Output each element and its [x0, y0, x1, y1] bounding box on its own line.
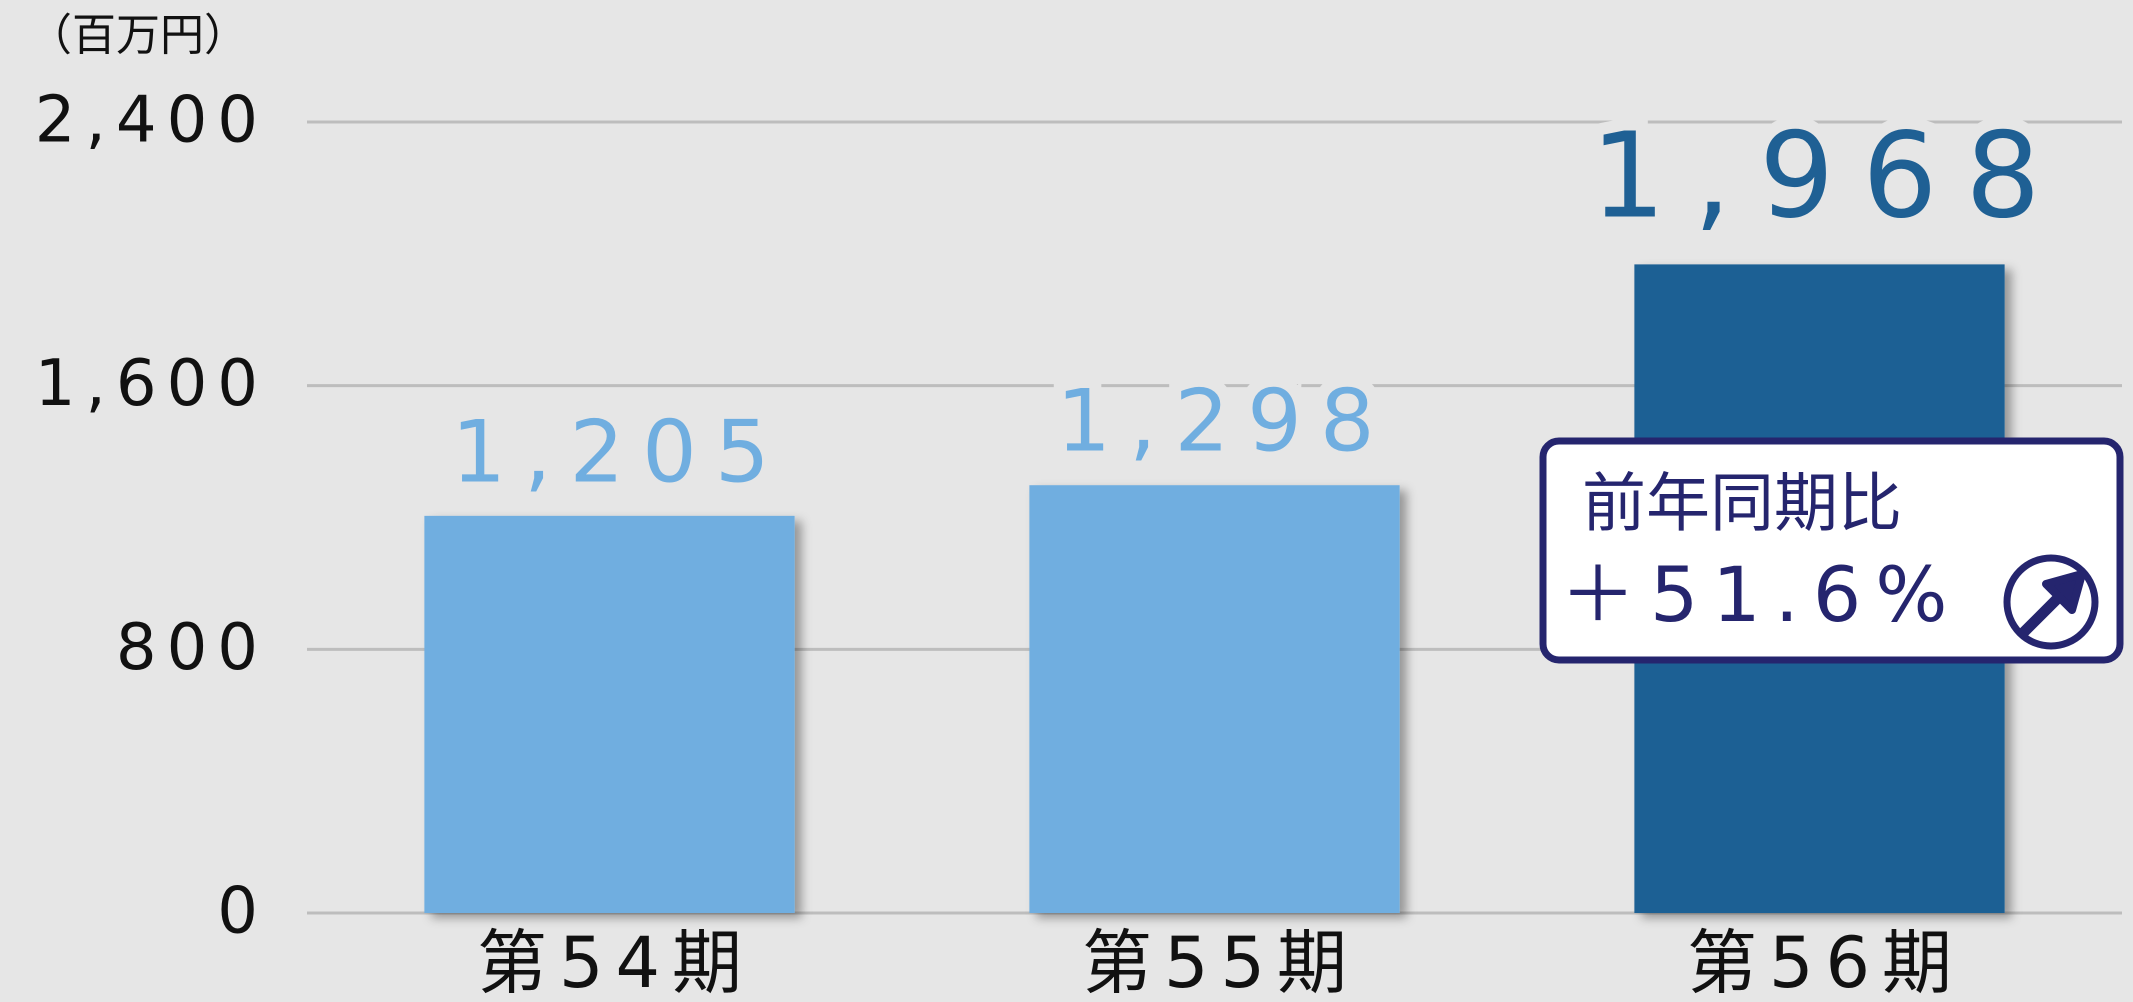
y-tick-label: 800 [116, 611, 268, 685]
y-tick-label: 1,600 [35, 347, 268, 421]
arrow [2018, 570, 2086, 638]
bar [424, 515, 795, 913]
unit-label: （百万円） [28, 10, 248, 61]
annotation: 前年同期比 ＋51.6% [1539, 437, 2124, 664]
labels: 0 800 1,600 2,400 第54期 1,205 第55期 1,298 第56期 1,96… [35, 84, 2069, 1002]
x-tick-label: 第56期 [1687, 922, 1964, 1002]
annotation-title: 前年同期比 [1582, 468, 1902, 542]
y-tick-label: 0 [217, 875, 268, 949]
x-tick-label: 第54期 [477, 922, 754, 1002]
bar [1029, 485, 1400, 913]
annotation-box [1539, 437, 2124, 664]
data-label: 1,205 [451, 402, 787, 502]
annotation-text: ＋51.6% [1560, 550, 1961, 639]
x-tick-label: 第55期 [1082, 922, 1359, 1002]
data-label: 1,298 [1056, 372, 1392, 472]
y-tick-label: 2,400 [35, 84, 268, 158]
data-label: 1,968 [1591, 107, 2069, 245]
